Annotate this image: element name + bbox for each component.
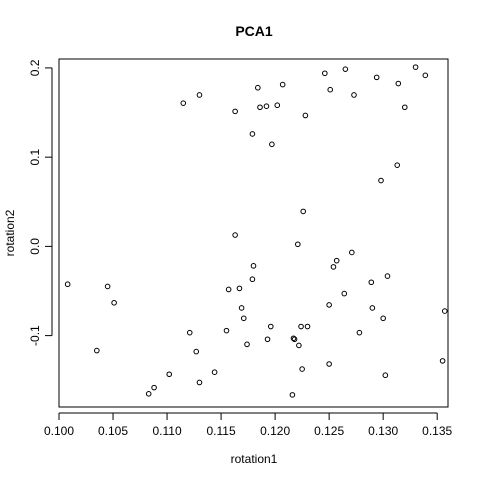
- data-point: [380, 315, 386, 322]
- data-point: [151, 384, 157, 391]
- data-point: [196, 92, 203, 98]
- data-point: [326, 302, 332, 308]
- y-axis-label: rotation2: [3, 209, 17, 256]
- data-point: [186, 329, 193, 336]
- data-point: [439, 358, 446, 364]
- data-point: [264, 336, 271, 343]
- x-axis: 0.100 0.105 0.110 0.115 0.120 0.125 0.130 0.135: [44, 412, 453, 438]
- data-point: [244, 341, 250, 348]
- data-point: [193, 348, 200, 355]
- data-point: [441, 308, 448, 314]
- data-point: [382, 372, 389, 379]
- data-point: [211, 369, 218, 376]
- data-point: [327, 86, 334, 93]
- x-tick-label: 0.115: [207, 424, 236, 438]
- data-point: [395, 80, 402, 87]
- data-point: [225, 286, 232, 293]
- data-point: [289, 392, 296, 398]
- data-point: [330, 264, 337, 270]
- x-tick-label: 0.130: [368, 424, 398, 438]
- data-point: [302, 112, 309, 119]
- data-point: [394, 162, 401, 168]
- data-point: [341, 290, 348, 297]
- data-point: [236, 285, 243, 292]
- data-point: [279, 81, 286, 88]
- data-point: [342, 66, 349, 72]
- data-point: [401, 104, 408, 111]
- y-tick-label: 0.1: [28, 148, 42, 165]
- data-point: [269, 141, 275, 148]
- data-point: [145, 390, 152, 397]
- data-point: [232, 232, 238, 238]
- data-point: [296, 342, 302, 349]
- data-point: [295, 241, 301, 248]
- data-point: [298, 323, 304, 330]
- x-tick-label: 0.120: [260, 424, 290, 438]
- data-point: [290, 335, 297, 342]
- data-point: [373, 74, 380, 81]
- data-point: [250, 263, 257, 269]
- data-point: [104, 283, 111, 290]
- data-point: [257, 104, 263, 111]
- data-point: [180, 100, 187, 106]
- data-point: [94, 347, 100, 354]
- data-point: [111, 299, 117, 306]
- data-point: [64, 281, 71, 288]
- y-axis: -0.1 0.0 0.1 0.2: [28, 59, 53, 346]
- x-tick-label: 0.100: [44, 424, 74, 438]
- data-point: [267, 323, 274, 330]
- data-point: [378, 177, 384, 184]
- data-point: [369, 305, 376, 311]
- data-points: [64, 64, 448, 398]
- data-point: [304, 323, 311, 330]
- data-point: [249, 276, 256, 283]
- data-point: [232, 108, 238, 115]
- data-point: [299, 366, 305, 372]
- y-tick-label: -0.1: [28, 325, 42, 346]
- y-tick-label: 0.0: [28, 238, 42, 255]
- data-point: [300, 208, 307, 215]
- x-tick-label: 0.105: [98, 424, 128, 438]
- data-point: [349, 249, 355, 256]
- data-point: [368, 279, 375, 286]
- data-point: [356, 329, 363, 336]
- data-point: [412, 64, 419, 70]
- y-tick-label: 0.2: [28, 59, 42, 76]
- data-point: [384, 273, 391, 279]
- x-axis-label: rotation1: [231, 452, 278, 466]
- data-point: [240, 315, 247, 322]
- x-tick-label: 0.135: [422, 424, 452, 438]
- data-point: [223, 327, 230, 334]
- data-point: [249, 131, 256, 137]
- chart-title: PCA1: [235, 23, 273, 39]
- x-tick-label: 0.125: [314, 424, 344, 438]
- x-tick-label: 0.110: [152, 424, 181, 438]
- data-point: [422, 72, 429, 79]
- data-point: [333, 257, 340, 264]
- data-point: [255, 84, 261, 91]
- data-point: [326, 361, 332, 367]
- data-point: [238, 305, 245, 311]
- data-point: [166, 371, 173, 378]
- data-point: [322, 70, 328, 77]
- data-point: [291, 336, 298, 343]
- data-point: [351, 92, 357, 98]
- plot-frame: [58, 58, 449, 408]
- data-point: [274, 102, 281, 109]
- data-point: [196, 379, 203, 386]
- data-point: [263, 103, 270, 110]
